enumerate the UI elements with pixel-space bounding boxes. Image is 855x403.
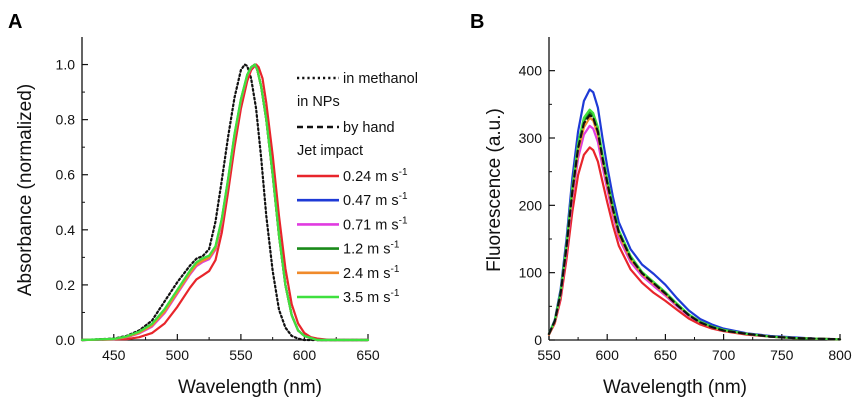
panel-b-curves xyxy=(547,88,842,341)
y-tick-label: 0.2 xyxy=(56,277,76,293)
panel-a-xlabel: Wavelength (nm) xyxy=(178,377,322,398)
x-tick-label: 650 xyxy=(654,347,678,363)
series-line-1-2-m-s-1 xyxy=(547,111,842,341)
legend-label-exponent: -1 xyxy=(399,215,408,226)
x-tick-label: 800 xyxy=(828,347,852,363)
panel-b-axes: 550 600 650 700 750 800 0 100 200 300 400 xyxy=(519,37,852,363)
series-line-0-24-m-s-1 xyxy=(547,146,842,341)
legend-label-exponent: -1 xyxy=(399,167,408,178)
series-line-0-71-m-s-1 xyxy=(547,124,842,341)
x-tick-label: 550 xyxy=(229,347,253,363)
panel-a-label: A xyxy=(8,11,22,33)
series-line-3-5-m-s-1 xyxy=(547,108,842,341)
y-tick-label: 0.6 xyxy=(56,167,76,183)
x-tick-label: 450 xyxy=(102,347,126,363)
y-tick-label: 300 xyxy=(519,130,543,146)
series-line-0-24-m-s-1 xyxy=(80,63,370,342)
legend-label-speed: 2.4 m s-1 xyxy=(343,264,400,282)
panel-a: A 450 500 550 600 650 0.0 0.2 0.4 0.6 0.8 1.0 Wave… xyxy=(8,11,418,398)
legend-label-by-hand: by hand xyxy=(343,120,395,136)
y-tick-label: 200 xyxy=(519,197,543,213)
x-tick-label: 700 xyxy=(712,347,736,363)
x-tick-label: 650 xyxy=(356,347,380,363)
panel-b-xlabel: Wavelength (nm) xyxy=(603,377,747,398)
y-tick-label: 0.0 xyxy=(56,332,76,348)
legend-label-speed: 3.5 m s-1 xyxy=(343,288,400,306)
panel-b: B 550 600 650 700 750 800 0 100 200 300 400 Wavele… xyxy=(470,11,852,398)
panel-b-label: B xyxy=(470,11,484,33)
series-line-in-methanol xyxy=(80,63,370,342)
series-line-by-hand xyxy=(547,113,842,341)
legend-label-speed: 1.2 m s-1 xyxy=(343,240,400,258)
legend-label-speed: 0.71 m s-1 xyxy=(343,215,408,233)
y-tick-label: 1.0 xyxy=(56,57,76,73)
x-tick-label: 750 xyxy=(770,347,794,363)
panel-a-curves xyxy=(80,63,370,342)
series-line-3-5-m-s-1 xyxy=(80,63,370,342)
legend-heading-nps: in NPs xyxy=(297,94,340,110)
y-tick-label: 100 xyxy=(519,265,543,281)
legend-label-speed: 0.47 m s-1 xyxy=(343,191,408,209)
legend-label-speed: 0.24 m s-1 xyxy=(343,167,408,185)
y-tick-label: 0.4 xyxy=(56,222,76,238)
legend-label-exponent: -1 xyxy=(391,240,400,251)
panel-a-ylabel: Absorbance (normalized) xyxy=(15,84,36,296)
legend-speed-entries: 0.24 m s-1 0.47 m s-1 0.71 m s-1 1.2 m s-1 2… xyxy=(297,167,408,306)
x-tick-label: 600 xyxy=(293,347,317,363)
y-tick-label: 0 xyxy=(534,332,542,348)
x-tick-label: 550 xyxy=(537,347,561,363)
x-tick-label: 600 xyxy=(596,347,620,363)
legend-heading-jet: Jet impact xyxy=(297,143,363,159)
legend-label-exponent: -1 xyxy=(399,191,408,202)
panel-a-legend: in methanol in NPs by hand Jet impact 0.… xyxy=(297,71,418,306)
legend-label-exponent: -1 xyxy=(391,264,400,275)
y-tick-label: 0.8 xyxy=(56,112,76,128)
x-tick-label: 500 xyxy=(166,347,190,363)
legend-label-exponent: -1 xyxy=(391,288,400,299)
panel-a-axes: 450 500 550 600 650 0.0 0.2 0.4 0.6 0.8 1.0 xyxy=(56,37,380,363)
y-tick-label: 400 xyxy=(519,63,543,79)
legend-label-methanol: in methanol xyxy=(343,71,418,87)
panel-b-ylabel: Fluorescence (a.u.) xyxy=(484,108,505,272)
